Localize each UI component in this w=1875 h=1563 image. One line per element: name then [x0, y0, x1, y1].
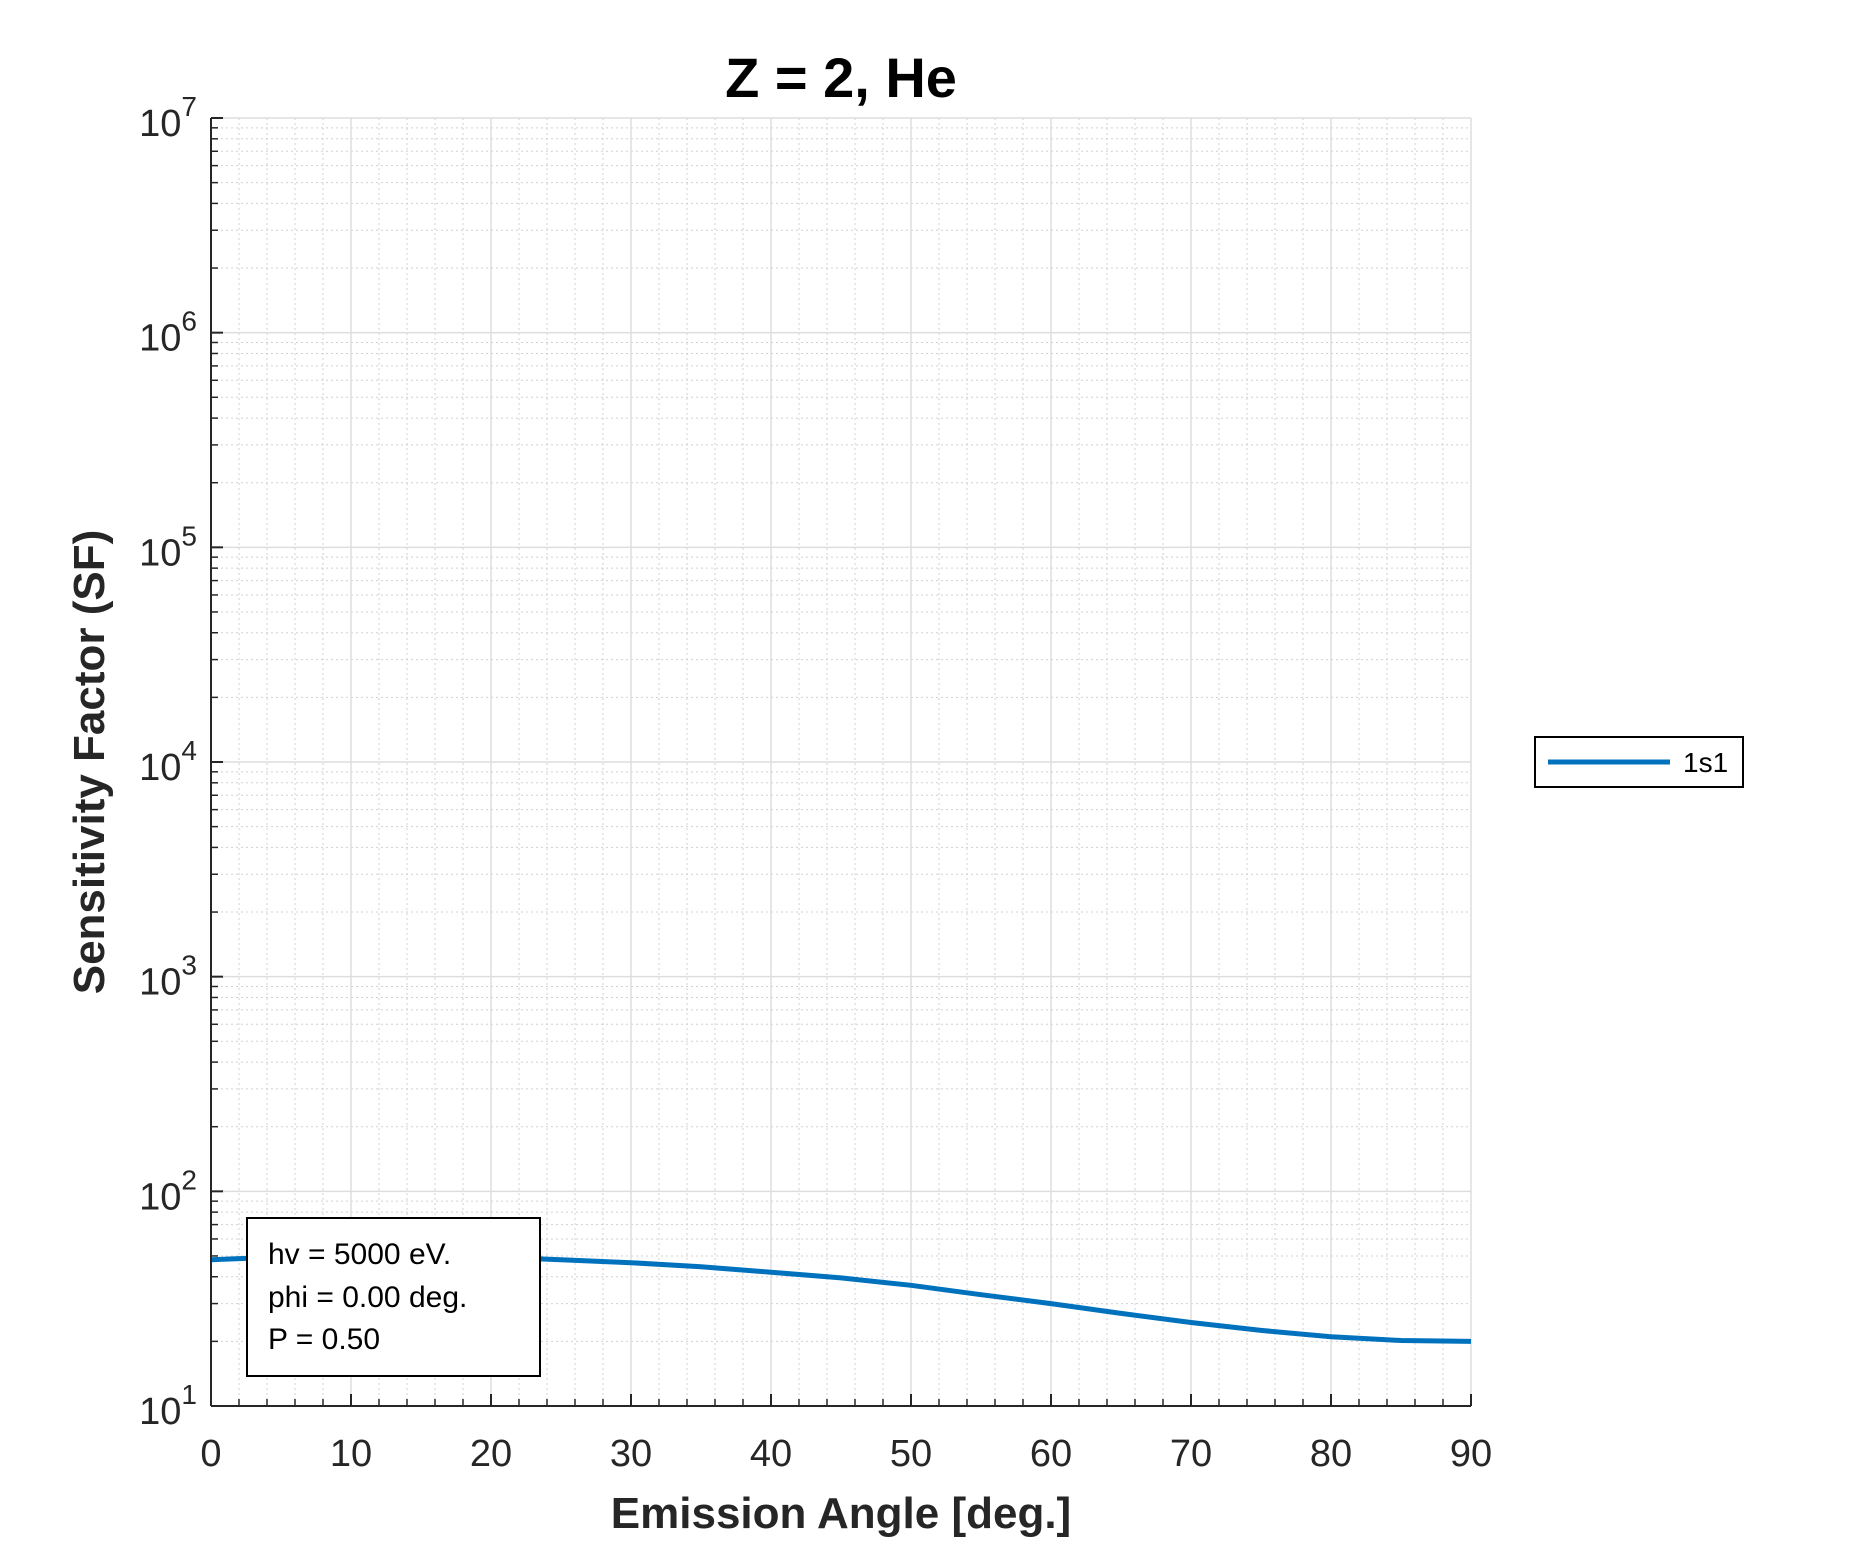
y-tick-label: 104 — [139, 735, 197, 789]
chart-title: Z = 2, He — [725, 46, 957, 109]
y-axis-title: Sensitivity Factor (SF) — [65, 530, 114, 995]
y-tick-label: 105 — [139, 520, 197, 574]
x-tick-label: 20 — [470, 1433, 512, 1475]
annotation-line: P = 0.50 — [268, 1323, 380, 1356]
y-tick-labels: 101 102 103 104 105 106 107 — [139, 91, 197, 1433]
annotation-box: hv = 5000 eV. phi = 0.00 deg. P = 0.50 — [246, 1217, 541, 1377]
annotation-line: hv = 5000 eV. — [268, 1238, 451, 1271]
x-tick-label: 70 — [1170, 1433, 1212, 1475]
x-tick-label: 40 — [750, 1433, 792, 1475]
x-tick-labels: 0 10 20 30 40 50 60 70 80 90 — [200, 1433, 1492, 1475]
legend: 1s1 — [1534, 736, 1744, 788]
y-tick-label: 107 — [139, 91, 197, 145]
y-tick-label: 101 — [139, 1379, 197, 1433]
annotation-border — [246, 1217, 541, 1377]
y-tick-label: 106 — [139, 306, 197, 360]
x-tick-label: 90 — [1450, 1433, 1492, 1475]
annotation-line: phi = 0.00 deg. — [268, 1281, 467, 1314]
x-tick-label: 10 — [330, 1433, 372, 1475]
axes — [210, 117, 1472, 1407]
x-tick-label: 0 — [200, 1433, 221, 1475]
x-tick-label: 50 — [890, 1433, 932, 1475]
x-axis-title: Emission Angle [deg.] — [611, 1489, 1071, 1538]
x-tick-label: 30 — [610, 1433, 652, 1475]
legend-entry-label: 1s1 — [1683, 747, 1728, 778]
x-tick-label: 60 — [1030, 1433, 1072, 1475]
y-tick-label: 102 — [139, 1164, 197, 1218]
y-tick-label: 103 — [139, 950, 197, 1004]
x-tick-label: 80 — [1310, 1433, 1352, 1475]
